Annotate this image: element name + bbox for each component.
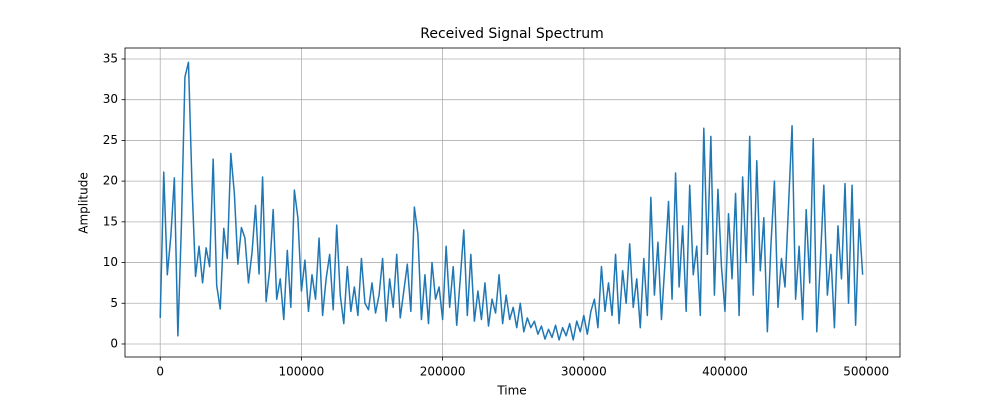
y-tick-label: 5	[110, 296, 118, 310]
y-tick-label: 30	[103, 92, 118, 106]
x-tick-label: 200000	[420, 365, 466, 379]
y-tick-label: 35	[103, 51, 118, 65]
x-tick-label: 300000	[561, 365, 607, 379]
y-axis-label: Amplitude	[77, 172, 91, 234]
x-tick-label: 400000	[702, 365, 748, 379]
x-tick-label: 0	[156, 365, 164, 379]
plot-frame	[124, 47, 901, 358]
x-axis-label: Time	[496, 384, 526, 398]
y-tick-label: 15	[103, 214, 118, 228]
x-tick-label: 100000	[279, 365, 325, 379]
y-tick-label: 0	[110, 336, 118, 350]
y-tick-label: 20	[103, 174, 118, 188]
y-tick-label: 10	[103, 255, 118, 269]
chart-title: Received Signal Spectrum	[420, 26, 603, 42]
y-tick-label: 25	[103, 133, 118, 147]
signal-line	[159, 61, 864, 341]
x-tick-label: 500000	[843, 365, 889, 379]
